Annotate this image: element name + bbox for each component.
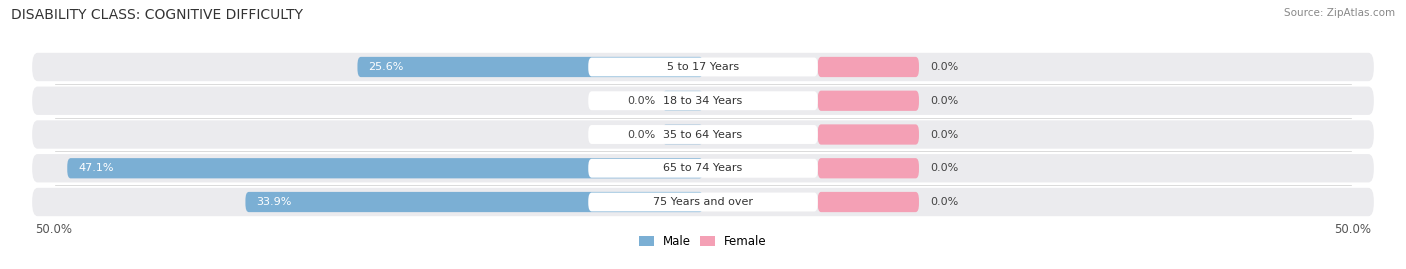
Text: 0.0%: 0.0%: [929, 129, 957, 140]
Text: 0.0%: 0.0%: [627, 96, 655, 106]
FancyBboxPatch shape: [588, 193, 818, 211]
FancyBboxPatch shape: [32, 154, 1374, 182]
Text: 33.9%: 33.9%: [256, 197, 291, 207]
FancyBboxPatch shape: [818, 192, 920, 212]
FancyBboxPatch shape: [818, 57, 920, 77]
Text: 0.0%: 0.0%: [929, 163, 957, 173]
FancyBboxPatch shape: [588, 91, 818, 110]
Text: 50.0%: 50.0%: [35, 223, 72, 236]
Text: 25.6%: 25.6%: [368, 62, 404, 72]
FancyBboxPatch shape: [32, 188, 1374, 216]
FancyBboxPatch shape: [246, 192, 703, 212]
FancyBboxPatch shape: [32, 53, 1374, 81]
Text: Source: ZipAtlas.com: Source: ZipAtlas.com: [1284, 8, 1395, 18]
Text: 75 Years and over: 75 Years and over: [652, 197, 754, 207]
FancyBboxPatch shape: [588, 125, 818, 144]
FancyBboxPatch shape: [818, 91, 920, 111]
Legend: Male, Female: Male, Female: [634, 230, 772, 253]
Text: 35 to 64 Years: 35 to 64 Years: [664, 129, 742, 140]
FancyBboxPatch shape: [818, 124, 920, 145]
FancyBboxPatch shape: [588, 159, 818, 178]
Text: 47.1%: 47.1%: [79, 163, 114, 173]
FancyBboxPatch shape: [32, 120, 1374, 149]
Text: 5 to 17 Years: 5 to 17 Years: [666, 62, 740, 72]
Text: 65 to 74 Years: 65 to 74 Years: [664, 163, 742, 173]
Text: 0.0%: 0.0%: [627, 129, 655, 140]
FancyBboxPatch shape: [662, 124, 703, 145]
Text: 0.0%: 0.0%: [929, 62, 957, 72]
FancyBboxPatch shape: [818, 158, 920, 178]
Text: 18 to 34 Years: 18 to 34 Years: [664, 96, 742, 106]
Text: 0.0%: 0.0%: [929, 197, 957, 207]
Text: DISABILITY CLASS: COGNITIVE DIFFICULTY: DISABILITY CLASS: COGNITIVE DIFFICULTY: [11, 8, 304, 22]
FancyBboxPatch shape: [588, 58, 818, 76]
FancyBboxPatch shape: [662, 91, 703, 111]
Text: 50.0%: 50.0%: [1334, 223, 1371, 236]
FancyBboxPatch shape: [67, 158, 703, 178]
FancyBboxPatch shape: [32, 87, 1374, 115]
Text: 0.0%: 0.0%: [929, 96, 957, 106]
FancyBboxPatch shape: [357, 57, 703, 77]
